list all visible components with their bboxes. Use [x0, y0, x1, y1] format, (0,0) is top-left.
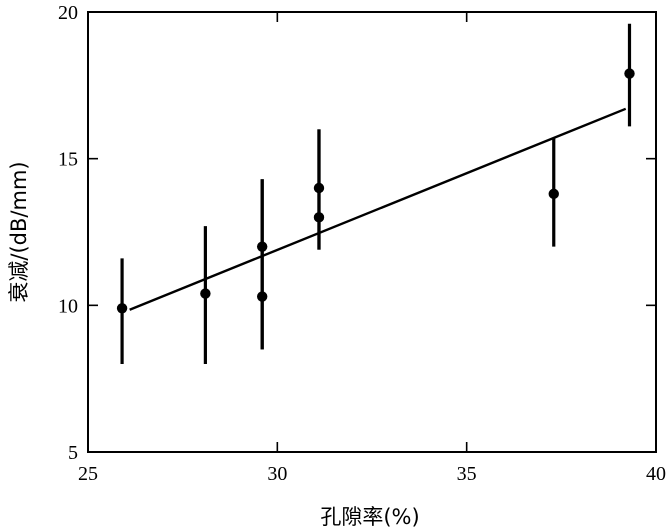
data-point — [256, 291, 268, 302]
plot-frame — [87, 11, 657, 453]
x-axis-label: 孔隙率(%) — [320, 505, 419, 529]
y-tick-label: 15 — [58, 149, 78, 171]
y-tick-label: 10 — [58, 295, 78, 317]
data-point — [200, 288, 211, 299]
fit-line-layer — [129, 107, 627, 311]
data-point — [256, 241, 268, 252]
x-tick-label: 40 — [646, 463, 666, 485]
data-point — [116, 303, 128, 314]
y-tick-label: 5 — [68, 442, 78, 464]
y-axis-ticks: 5 10 15 20 — [58, 2, 656, 464]
x-tick-label: 25 — [78, 463, 98, 485]
x-axis-ticks: 25 30 35 40 — [78, 12, 666, 485]
data-point — [313, 182, 325, 194]
x-tick-label: 35 — [457, 463, 477, 485]
data-points — [116, 68, 635, 314]
x-tick-label: 30 — [267, 463, 287, 485]
y-tick-label: 20 — [58, 2, 78, 24]
data-point — [313, 212, 325, 223]
data-point — [548, 188, 559, 200]
y-axis-label: 衰减/(dB/mm) — [7, 161, 31, 302]
fit-line — [129, 107, 627, 311]
data-point — [624, 68, 635, 79]
